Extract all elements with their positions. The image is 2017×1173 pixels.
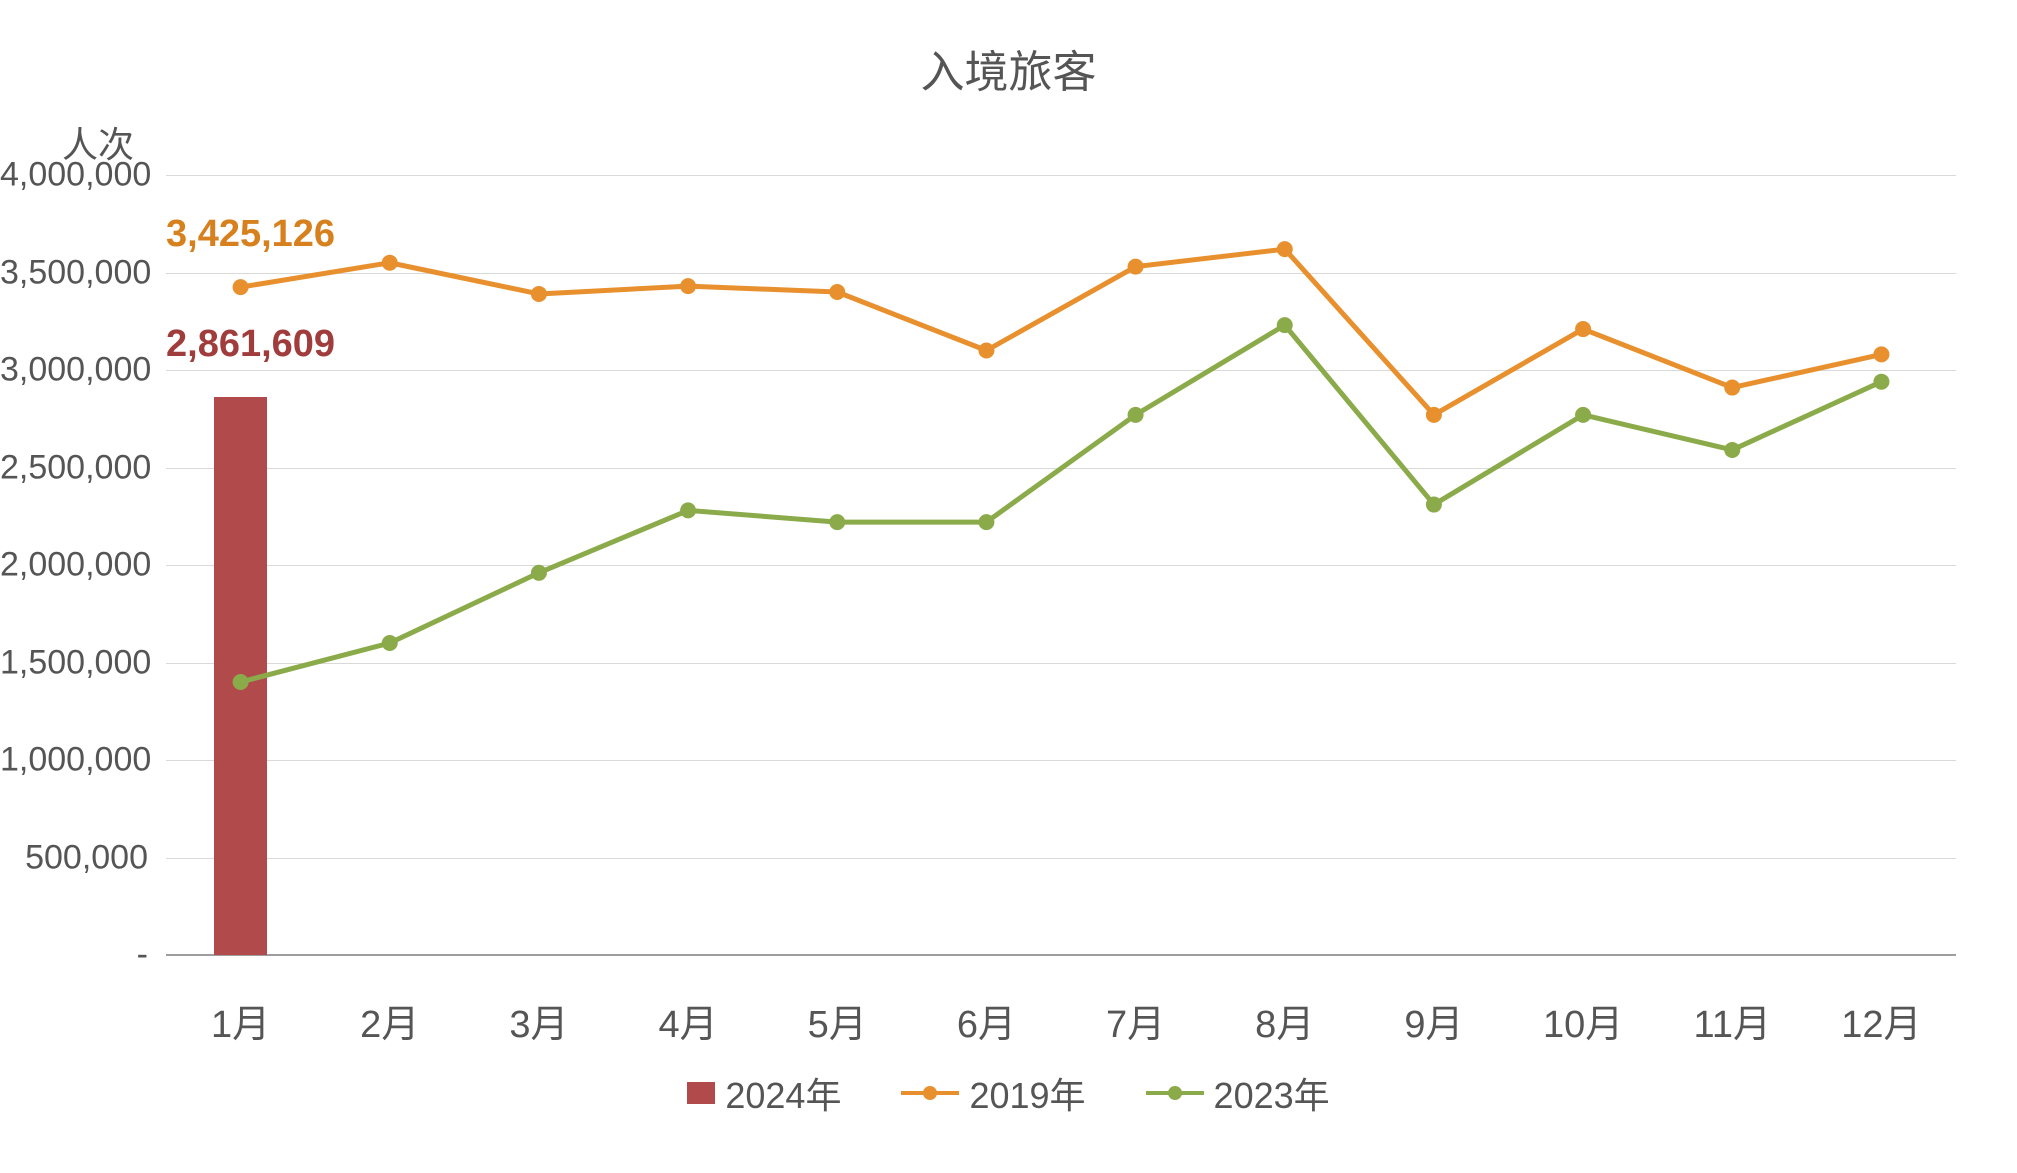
y-tick-label: 500,000 (0, 838, 148, 877)
y-tick-label: 1,000,000 (0, 741, 148, 780)
x-tick-label: 10月 (1543, 993, 1623, 1048)
x-tick-label: 1月 (211, 993, 270, 1048)
series-marker (1724, 442, 1740, 458)
y-tick-label: 4,000,000 (0, 156, 148, 195)
series-marker (233, 674, 249, 690)
legend: 2024年 2019年 2023年 (0, 1067, 2017, 1119)
y-tick-label: 2,500,000 (0, 448, 148, 487)
series-marker (829, 514, 845, 530)
x-tick-label: 8月 (1255, 993, 1314, 1048)
x-tick-label: 4月 (659, 993, 718, 1048)
legend-swatch-line (1146, 1091, 1204, 1095)
x-tick-label: 2月 (360, 993, 419, 1048)
y-tick-label: 3,500,000 (0, 253, 148, 292)
y-tick-label: 2,000,000 (0, 546, 148, 585)
y-tick-label: 1,500,000 (0, 643, 148, 682)
x-tick-label: 6月 (957, 993, 1016, 1048)
legend-label: 2023年 (1214, 1067, 1330, 1119)
plot-area: 2,861,609 3,425,126 (166, 175, 1956, 955)
data-label: 2,861,609 (166, 323, 335, 366)
legend-marker-icon (923, 1086, 937, 1100)
series-marker (1873, 374, 1889, 390)
series-marker (1575, 407, 1591, 423)
series-marker (978, 514, 994, 530)
y-tick-label: 3,000,000 (0, 351, 148, 390)
x-tick-label: 7月 (1106, 993, 1165, 1048)
legend-swatch-bar (687, 1082, 715, 1104)
series-marker (1277, 317, 1293, 333)
legend-swatch-line (901, 1091, 959, 1095)
series-marker (1426, 497, 1442, 513)
legend-marker-icon (1168, 1086, 1182, 1100)
series-marker (1128, 407, 1144, 423)
legend-item: 2023年 (1146, 1067, 1330, 1119)
series-marker (382, 635, 398, 651)
x-tick-label: 3月 (509, 993, 568, 1048)
legend-item: 2024年 (687, 1067, 841, 1119)
x-tick-label: 12月 (1841, 993, 1921, 1048)
x-tick-label: 9月 (1404, 993, 1463, 1048)
data-label: 3,425,126 (166, 213, 335, 256)
legend-label: 2019年 (969, 1067, 1085, 1119)
series-line (241, 325, 1882, 682)
x-tick-label: 11月 (1694, 993, 1771, 1048)
y-tick-label: - (0, 936, 148, 975)
x-tick-label: 5月 (808, 993, 867, 1048)
chart-container: 入境旅客 人次 2,861,6093,425,126 -500,0001,000… (0, 0, 2017, 1173)
series-marker (531, 565, 547, 581)
series-marker (680, 502, 696, 518)
legend-label: 2024年 (725, 1067, 841, 1119)
line-series (166, 175, 1956, 955)
legend-item: 2019年 (901, 1067, 1085, 1119)
chart-title: 入境旅客 (0, 36, 2017, 100)
